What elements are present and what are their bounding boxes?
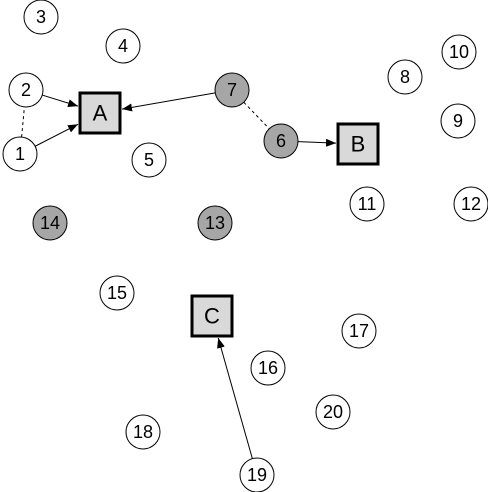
node-label-13: 13 — [205, 213, 225, 233]
node-label-7: 7 — [227, 80, 237, 100]
node-label-9: 9 — [453, 111, 463, 131]
circle-node-12: 12 — [453, 186, 488, 222]
circle-node-16: 16 — [250, 350, 286, 386]
square-node-A: A — [78, 91, 122, 135]
node-shape-10 — [441, 34, 477, 70]
node-label-A: A — [93, 101, 108, 126]
circle-node-20: 20 — [315, 394, 351, 430]
circle-node-8: 8 — [387, 59, 423, 95]
circle-node-15: 15 — [99, 275, 135, 311]
circle-node-10: 10 — [441, 34, 477, 70]
node-shape-2 — [8, 72, 44, 108]
edge-19-to-C — [217, 337, 253, 459]
node-label-12: 12 — [461, 194, 481, 214]
circle-node-1: 1 — [2, 136, 38, 172]
circle-node-18: 18 — [125, 414, 161, 450]
edge-2-to-A — [42, 94, 79, 108]
node-shape-13 — [197, 205, 233, 241]
node-label-8: 8 — [400, 67, 410, 87]
node-shape-C — [190, 294, 234, 338]
square-node-B: B — [336, 122, 380, 166]
edge-7-to-A — [121, 92, 216, 112]
node-label-20: 20 — [323, 402, 343, 422]
node-shape-B — [336, 122, 380, 166]
node-shape-14 — [32, 205, 68, 241]
node-label-3: 3 — [36, 7, 46, 27]
circle-node-17: 17 — [341, 313, 377, 349]
node-shape-20 — [315, 394, 351, 430]
node-label-18: 18 — [133, 422, 153, 442]
square-node-C: C — [190, 294, 234, 338]
circle-node-7: 7 — [214, 72, 250, 108]
node-shape-4 — [105, 28, 141, 64]
node-label-19: 19 — [247, 465, 267, 485]
node-label-2: 2 — [21, 80, 31, 100]
node-shape-15 — [99, 275, 135, 311]
node-shape-8 — [387, 59, 423, 95]
circle-node-3: 3 — [23, 0, 59, 35]
node-shape-17 — [341, 313, 377, 349]
node-shape-19 — [239, 457, 275, 492]
circle-node-19: 19 — [239, 457, 275, 492]
circle-node-4: 4 — [105, 28, 141, 64]
node-label-14: 14 — [40, 213, 60, 233]
circle-node-14: 14 — [32, 205, 68, 241]
node-label-5: 5 — [144, 150, 154, 170]
circle-node-6: 6 — [263, 123, 299, 159]
node-label-4: 4 — [118, 36, 128, 56]
circle-node-2: 2 — [8, 72, 44, 108]
node-label-B: B — [351, 132, 366, 157]
node-shape-1 — [2, 136, 38, 172]
node-shape-5 — [131, 142, 167, 178]
node-shape-6 — [263, 123, 299, 159]
node-label-10: 10 — [449, 42, 469, 62]
circle-node-13: 13 — [197, 205, 233, 241]
node-shape-9 — [440, 103, 476, 139]
edge-1-to-2 — [21, 106, 25, 138]
edge-1-to-A — [34, 123, 79, 147]
node-label-17: 17 — [349, 321, 369, 341]
node-shape-11 — [349, 186, 385, 222]
node-label-6: 6 — [276, 131, 286, 151]
node-shape-18 — [125, 414, 161, 450]
circle-node-11: 11 — [349, 186, 385, 222]
node-shape-3 — [23, 0, 59, 35]
edge-6-to-B — [297, 138, 337, 147]
circle-node-9: 9 — [440, 103, 476, 139]
circle-node-5: 5 — [131, 142, 167, 178]
node-label-15: 15 — [107, 283, 127, 303]
edges-layer — [21, 92, 337, 459]
node-label-1: 1 — [15, 144, 25, 164]
node-shape-16 — [250, 350, 286, 386]
node-label-16: 16 — [258, 358, 278, 378]
edge-7-to-6 — [243, 101, 270, 130]
node-shape-7 — [214, 72, 250, 108]
node-label-11: 11 — [358, 194, 377, 214]
node-shape-12 — [453, 186, 488, 222]
node-shape-A — [78, 91, 122, 135]
node-label-C: C — [204, 304, 220, 329]
